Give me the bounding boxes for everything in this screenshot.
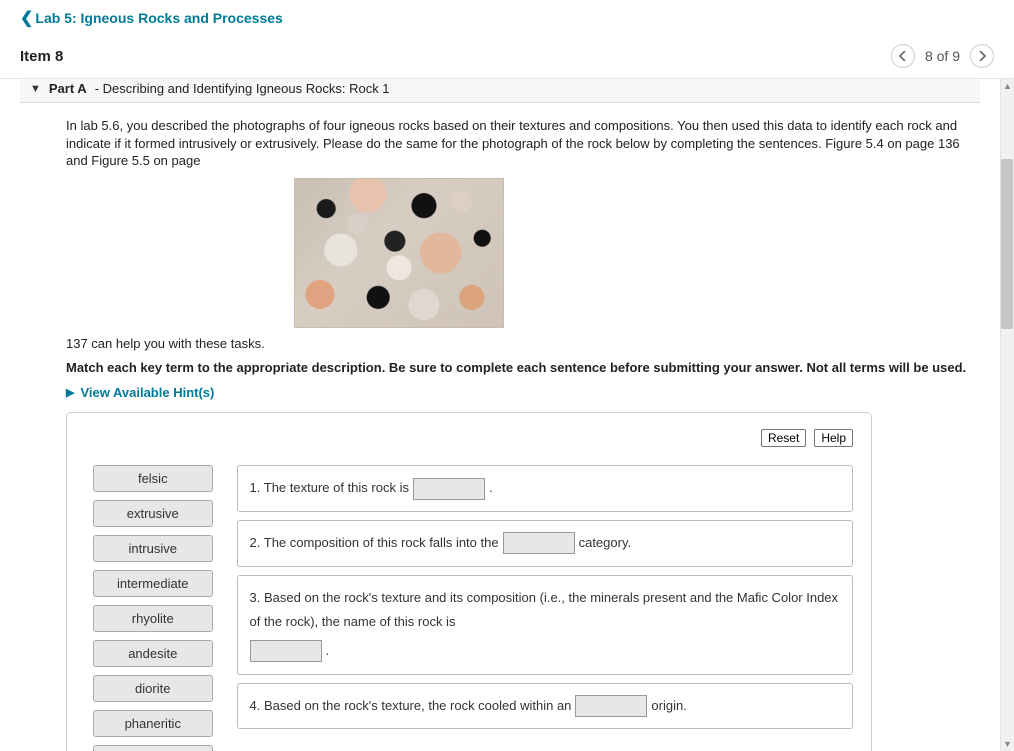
- sentence-3-a: 3. Based on the rock's texture and its c…: [250, 586, 840, 635]
- sentence-2-a: 2. The composition of this rock falls in…: [250, 531, 499, 556]
- instruction-text: Match each key term to the appropriate d…: [66, 360, 974, 375]
- blank-2[interactable]: [503, 532, 575, 554]
- next-button[interactable]: [970, 44, 994, 68]
- scroll-down-icon[interactable]: ▼: [1001, 737, 1014, 751]
- term-felsic[interactable]: felsic: [93, 465, 213, 492]
- part-subtitle-text: Describing and Identifying Igneous Rocks…: [103, 81, 390, 96]
- sentence-1: 1. The texture of this rock is .: [237, 465, 853, 512]
- hints-label: View Available Hint(s): [80, 385, 214, 400]
- item-row: Item 8 8 of 9: [0, 34, 1014, 79]
- terms-column: felsic extrusive intrusive intermediate …: [93, 465, 213, 751]
- body-paragraph-2: 137 can help you with these tasks.: [66, 335, 974, 353]
- scroll-up-icon[interactable]: ▲: [1001, 79, 1014, 93]
- help-button[interactable]: Help: [814, 429, 853, 447]
- item-title: Item 8: [20, 48, 63, 65]
- part-header: ▼ Part A - Describing and Identifying Ig…: [20, 79, 980, 103]
- chevron-right-icon: [978, 51, 986, 61]
- content-scroll: ▼ Part A - Describing and Identifying Ig…: [0, 79, 1000, 751]
- chevron-left-icon: [899, 51, 907, 61]
- sentence-2: 2. The composition of this rock falls in…: [237, 520, 853, 567]
- term-intermediate[interactable]: intermediate: [93, 570, 213, 597]
- sentence-3-b: .: [326, 639, 330, 664]
- term-granite[interactable]: granite: [93, 745, 213, 751]
- blank-1[interactable]: [413, 478, 485, 500]
- blank-4[interactable]: [575, 695, 647, 717]
- rock-image: [294, 178, 504, 328]
- topbar: ❮ Lab 5: Igneous Rocks and Processes: [0, 0, 1014, 34]
- sentence-4-b: origin.: [651, 694, 686, 719]
- term-extrusive[interactable]: extrusive: [93, 500, 213, 527]
- breadcrumb-label: Lab 5: Igneous Rocks and Processes: [35, 10, 282, 26]
- term-diorite[interactable]: diorite: [93, 675, 213, 702]
- sentence-4: 4. Based on the rock's texture, the rock…: [237, 683, 853, 730]
- term-rhyolite[interactable]: rhyolite: [93, 605, 213, 632]
- term-andesite[interactable]: andesite: [93, 640, 213, 667]
- sentences-column: 1. The texture of this rock is . 2. The …: [237, 465, 853, 751]
- pager: 8 of 9: [891, 44, 994, 68]
- triangle-right-icon: ▶: [66, 386, 74, 399]
- answer-box: Reset Help felsic extrusive intrusive in…: [66, 412, 872, 751]
- sentence-1-b: .: [489, 476, 493, 501]
- reset-button[interactable]: Reset: [761, 429, 806, 447]
- scroll-thumb[interactable]: [1001, 159, 1013, 329]
- page: ❮ Lab 5: Igneous Rocks and Processes Ite…: [0, 0, 1014, 751]
- term-phaneritic[interactable]: phaneritic: [93, 710, 213, 737]
- sentence-3: 3. Based on the rock's texture and its c…: [237, 575, 853, 675]
- sentence-1-a: 1. The texture of this rock is: [250, 476, 409, 501]
- sentence-4-a: 4. Based on the rock's texture, the rock…: [250, 694, 572, 719]
- answer-toolbar: Reset Help: [85, 429, 853, 447]
- collapse-icon[interactable]: ▼: [30, 83, 41, 95]
- part-subtitle: - Describing and Identifying Igneous Roc…: [95, 81, 390, 96]
- sentence-2-b: category.: [579, 531, 632, 556]
- chevron-left-icon: ❮: [20, 8, 33, 28]
- scrollbar[interactable]: ▲ ▼: [1000, 79, 1014, 751]
- breadcrumb[interactable]: ❮ Lab 5: Igneous Rocks and Processes: [20, 8, 283, 28]
- prev-button[interactable]: [891, 44, 915, 68]
- answer-body: felsic extrusive intrusive intermediate …: [85, 465, 853, 751]
- view-hints[interactable]: ▶ View Available Hint(s): [66, 385, 974, 400]
- pager-text: 8 of 9: [925, 48, 960, 64]
- part-label: Part A: [49, 81, 87, 96]
- term-intrusive[interactable]: intrusive: [93, 535, 213, 562]
- blank-3[interactable]: [250, 640, 322, 662]
- content-wrap: ▼ Part A - Describing and Identifying Ig…: [0, 79, 1014, 751]
- body-paragraph-1: In lab 5.6, you described the photograph…: [66, 117, 974, 170]
